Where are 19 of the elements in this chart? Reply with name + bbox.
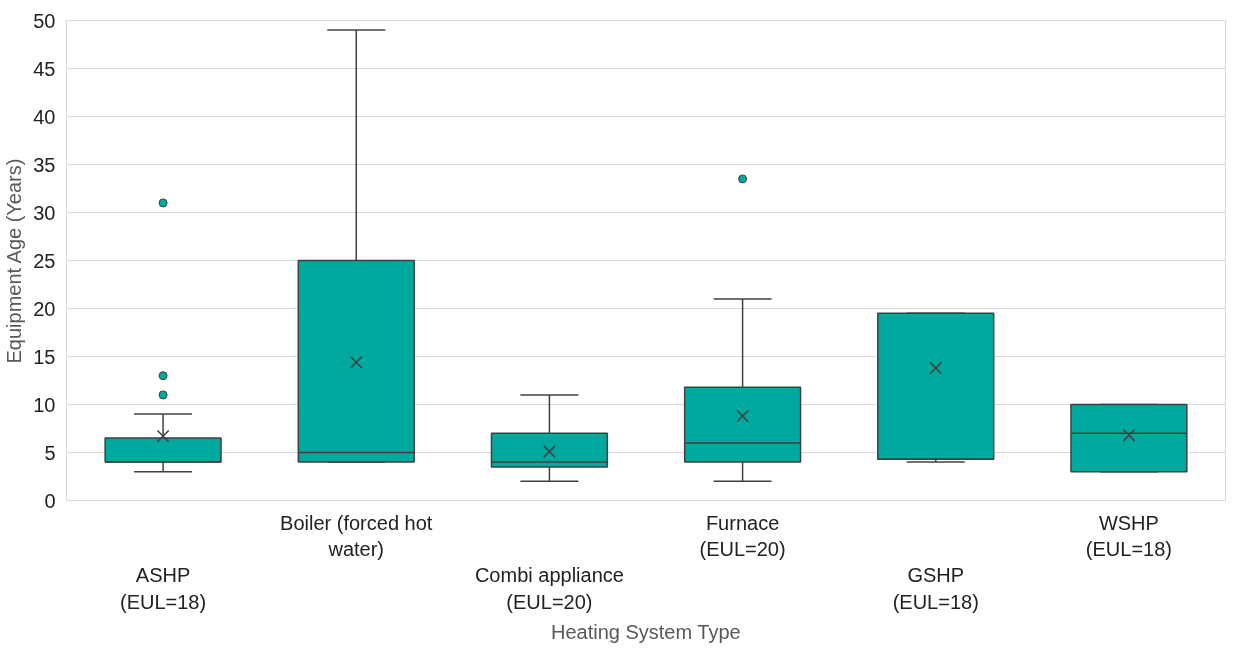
y-axis-title: Equipment Age (Years) <box>3 158 26 364</box>
y-tick-label: 30 <box>33 201 56 224</box>
y-tick-label: 25 <box>33 249 56 272</box>
y-tick-label: 5 <box>44 441 56 464</box>
y-tick-label: 15 <box>33 345 56 368</box>
x-tick-label: WSHP (EUL=18) <box>1085 511 1172 560</box>
y-tick-label: 10 <box>33 393 56 416</box>
x-axis-title: Heating System Type <box>550 620 741 643</box>
x-tick-label: Furnace (EUL=20) <box>699 511 786 560</box>
y-tick-label: 0 <box>44 489 56 512</box>
y-tick-label: 20 <box>33 297 56 320</box>
x-tick-label: ASHP (EUL=18) <box>120 564 207 613</box>
y-tick-label: 50 <box>33 9 56 32</box>
y-tick-label: 40 <box>33 105 56 128</box>
y-tick-label: 45 <box>33 57 56 80</box>
x-tick-label: Boiler (forced hot water) <box>280 511 433 560</box>
x-tick-label: GSHP (EUL=18) <box>892 564 979 613</box>
x-tick-label: Combi appliance (EUL=20) <box>474 564 624 613</box>
y-tick-label: 35 <box>33 153 56 176</box>
